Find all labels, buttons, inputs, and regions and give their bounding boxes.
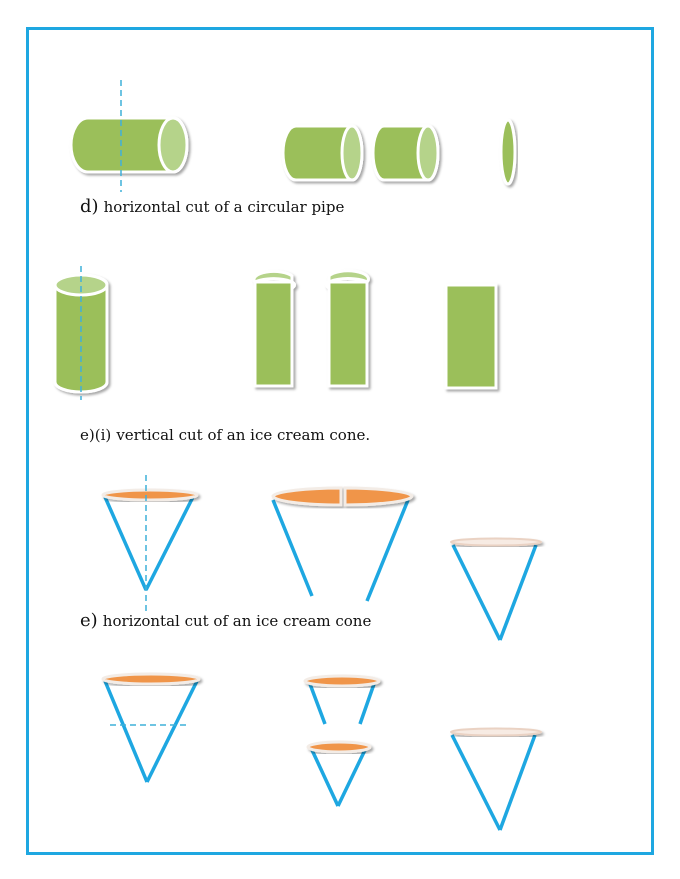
caption-prefix: e)(i) [80, 426, 112, 444]
cone-tip-bottom [306, 740, 372, 807]
caption-pipe-horizontal: d) horizontal cut of a circular pipe [80, 198, 344, 216]
cone-frustum-top [303, 674, 381, 725]
cone-whole-horizontal [101, 672, 201, 783]
cone-horizontal-cross-section [450, 727, 542, 831]
cone-whole-vertical [101, 488, 199, 591]
cylinder-whole [53, 273, 109, 394]
pipe-cross-section [499, 118, 517, 186]
caption-prefix: e) [80, 610, 98, 631]
cone-vertical-cross-section [450, 537, 542, 641]
pipe-half-left [281, 124, 364, 182]
caption-cone-horizontal: e) horizontal cut of an ice cream cone [80, 612, 371, 630]
caption-text: horizontal cut of an ice cream cone [102, 612, 372, 630]
caption-text: horizontal cut of a circular pipe [103, 198, 345, 216]
pipe-half-right [371, 124, 440, 182]
cylinder-cross-section [444, 283, 498, 390]
caption-text: vertical cut of an ice cream cone. [116, 426, 371, 444]
caption-prefix: d) [80, 196, 99, 217]
caption-cone-vertical: e)(i) vertical cut of an ice cream cone. [80, 427, 370, 443]
cylinder-half-right [325, 269, 370, 388]
cylinder-half-left [252, 269, 296, 388]
page-border [26, 27, 654, 855]
pipe-whole [69, 116, 189, 174]
cone-split-halves [271, 486, 414, 602]
